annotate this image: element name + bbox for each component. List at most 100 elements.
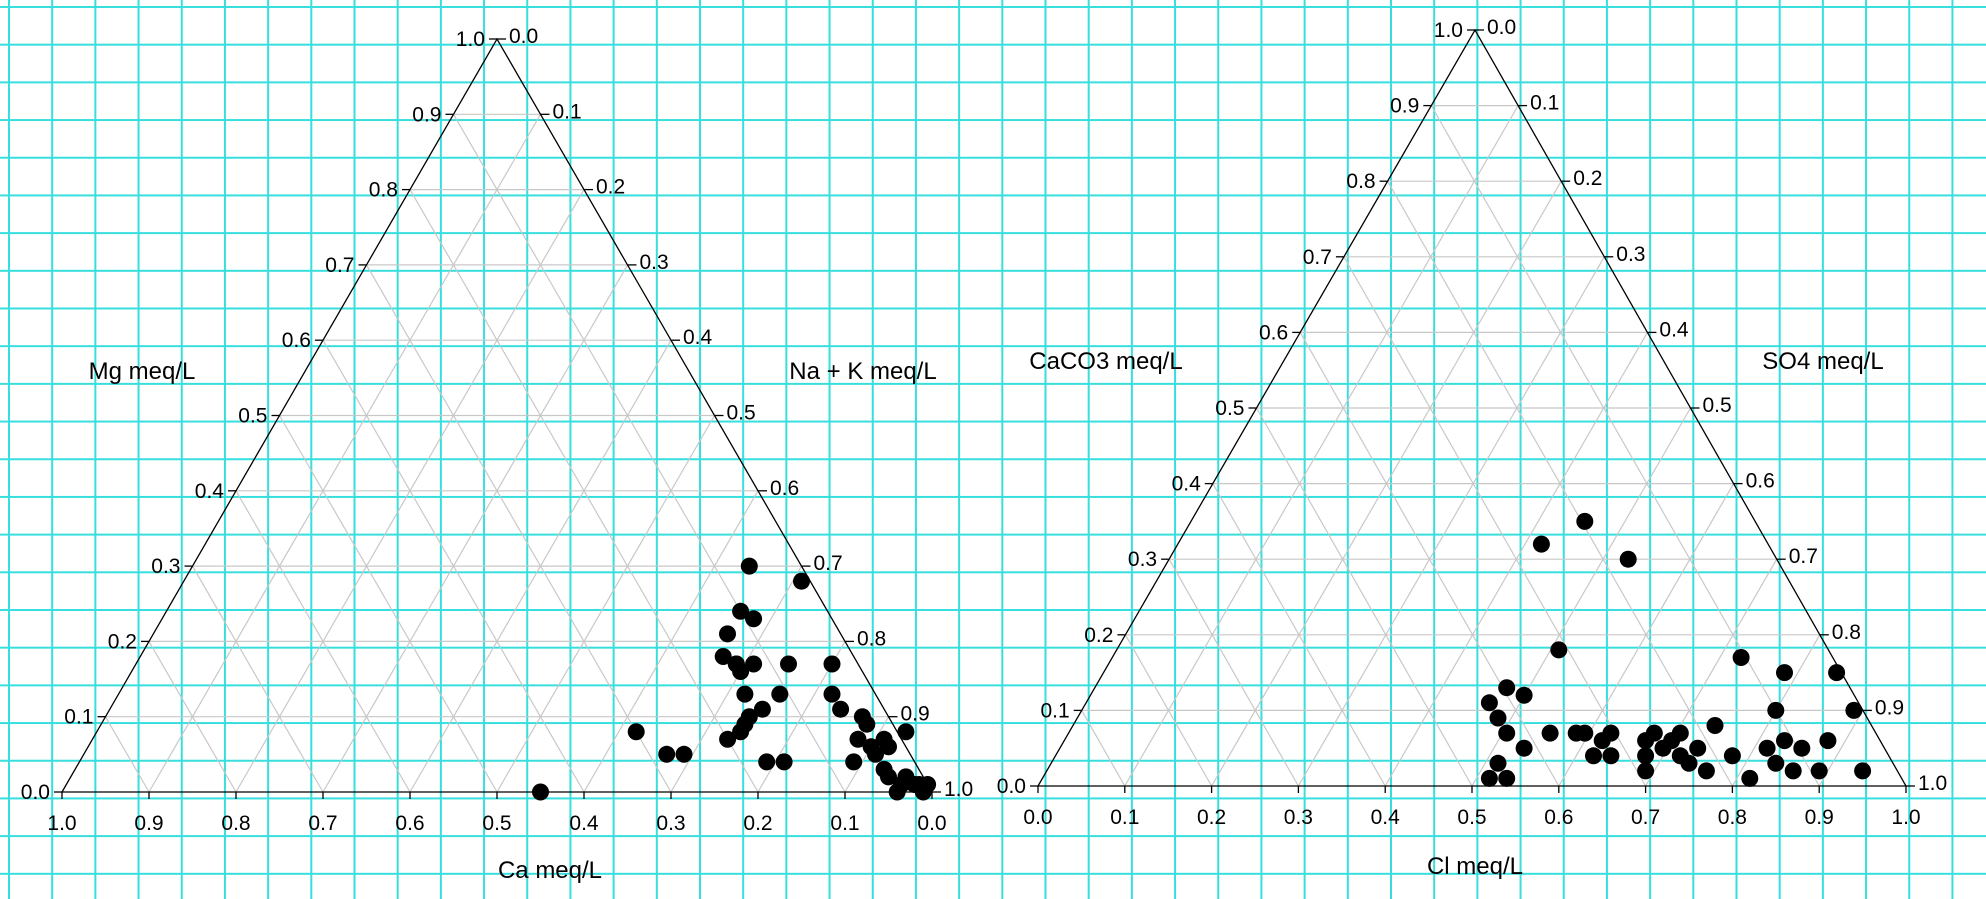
data-point — [1819, 732, 1837, 750]
data-point — [745, 655, 763, 673]
data-point — [1576, 512, 1594, 530]
data-point — [1602, 724, 1620, 742]
grid-line — [670, 565, 803, 793]
grid-line — [496, 415, 716, 793]
grid-line — [191, 565, 324, 793]
data-point — [849, 730, 867, 748]
data-point — [1689, 739, 1707, 757]
data-point — [1767, 754, 1785, 772]
data-point — [736, 685, 754, 703]
grid-line — [1297, 256, 1605, 787]
grid-lines — [104, 113, 890, 793]
right-tick-label: 0.4 — [683, 326, 713, 349]
data-point — [1515, 686, 1533, 704]
grid-line — [1168, 558, 1299, 787]
data-points — [1480, 512, 1872, 787]
bottom-tick-label: 1.0 — [1891, 806, 1920, 829]
data-point — [627, 723, 645, 741]
bottom-tick-label: 0.5 — [1457, 806, 1486, 829]
data-point — [753, 700, 771, 718]
right-tick-label: 0.6 — [1746, 470, 1775, 493]
data-point — [1776, 664, 1793, 682]
right-tick-label: 0.0 — [509, 25, 538, 48]
left-tick-label: 0.0 — [21, 781, 50, 804]
left-tick-label: 0.7 — [1303, 246, 1332, 269]
data-point — [1697, 762, 1715, 780]
data-point — [823, 655, 841, 673]
data-point — [1480, 694, 1498, 712]
right-tick-label: 0.3 — [1616, 243, 1645, 266]
left-tick-label: 0.1 — [1040, 699, 1069, 722]
data-point — [1532, 535, 1550, 553]
data-point — [1767, 701, 1785, 719]
data-point — [853, 708, 871, 726]
data-point — [532, 783, 549, 801]
left-tick-label: 0.9 — [1390, 95, 1419, 118]
bottom-axis-title: Ca meq/L — [498, 857, 602, 884]
bottom-tick-label: 0.8 — [221, 812, 250, 835]
bottom-tick-label: 0.7 — [1631, 806, 1660, 829]
data-point — [1741, 769, 1759, 787]
data-point — [1758, 739, 1776, 757]
right-tick-label: 0.1 — [1530, 92, 1559, 115]
cation-ternary-chart: 1.0 0.9 0.8 0.7 0.6 0.5 0.4 0.3 0.2 0.1 0.0 0.0 0.1 0… — [21, 25, 973, 884]
left-axis-title: Mg meq/L — [89, 358, 196, 385]
right-axis-title: SO4 meq/L — [1762, 348, 1883, 375]
right-tick-label: 0.2 — [596, 176, 625, 199]
data-point — [888, 783, 906, 801]
left-tick-label: 1.0 — [1434, 19, 1463, 42]
data-point — [1515, 739, 1533, 757]
data-point — [1680, 754, 1698, 772]
right-tick-label: 0.2 — [1573, 167, 1602, 190]
data-point — [845, 753, 863, 771]
right-tick-label: 0.6 — [770, 477, 799, 500]
data-point — [740, 557, 758, 575]
right-tick-label: 0.1 — [553, 100, 582, 123]
bottom-tick-label: 0.0 — [1023, 806, 1052, 829]
bottom-tick-label: 0.3 — [656, 812, 685, 835]
data-point — [1498, 769, 1516, 787]
grid-line — [1212, 483, 1386, 787]
data-point — [1489, 754, 1507, 772]
data-point — [875, 760, 893, 778]
grid-line — [104, 716, 150, 793]
data-point — [1776, 732, 1793, 750]
data-point — [867, 745, 884, 763]
grid-line — [1255, 407, 1473, 787]
right-tick-label: 0.5 — [727, 402, 756, 425]
grid-line — [148, 641, 237, 793]
data-point — [1550, 641, 1568, 659]
bottom-tick-label: 0.0 — [917, 812, 946, 835]
grid-line — [1081, 710, 1126, 787]
data-point — [1845, 701, 1863, 719]
grid-line — [844, 716, 890, 793]
right-tick-label: 0.7 — [814, 552, 843, 575]
left-tick-label: 0.5 — [238, 405, 267, 428]
data-point — [1637, 747, 1655, 765]
bottom-tick-label: 0.2 — [743, 812, 772, 835]
data-point — [758, 753, 776, 771]
grid-line — [1471, 407, 1692, 787]
left-tick-label: 0.9 — [412, 103, 441, 126]
data-point — [1637, 762, 1655, 780]
data-point — [1619, 550, 1637, 568]
right-tick-label: 0.9 — [901, 703, 930, 726]
data-point — [714, 648, 732, 665]
data-point — [1671, 724, 1689, 742]
left-tick-label: 1.0 — [456, 28, 485, 51]
data-point — [1810, 762, 1828, 780]
data-point — [1489, 709, 1507, 727]
data-point — [1576, 724, 1594, 742]
data-point — [732, 602, 750, 620]
bottom-tick-label: 0.2 — [1197, 806, 1226, 829]
data-point — [745, 610, 763, 628]
right-tick-label: 0.9 — [1875, 696, 1904, 719]
left-tick-label: 0.2 — [108, 630, 137, 653]
grid-line — [365, 264, 672, 793]
grid-line — [278, 415, 498, 793]
data-point — [736, 715, 754, 733]
grid-line — [235, 490, 411, 793]
data-point — [1585, 747, 1602, 765]
bottom-tick-label: 0.9 — [134, 812, 163, 835]
